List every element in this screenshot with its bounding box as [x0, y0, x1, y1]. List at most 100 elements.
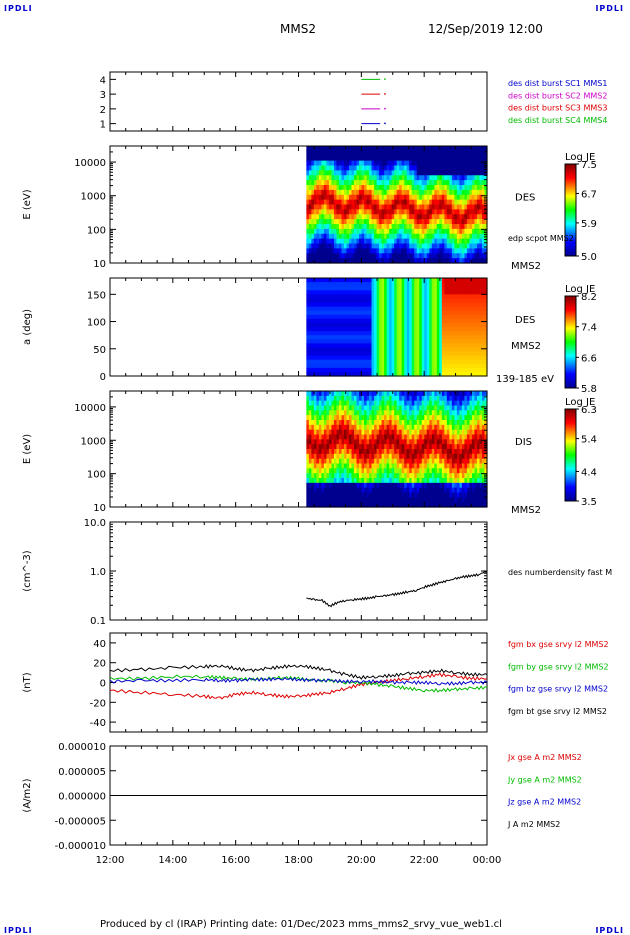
heatmap-cell — [431, 395, 435, 402]
heatmap-cell — [461, 180, 466, 186]
heatmap-cell — [451, 434, 455, 440]
heatmap-cell — [346, 400, 350, 407]
heatmap-cell — [449, 487, 453, 494]
heatmap-cell — [461, 228, 466, 235]
heatmap-cell — [333, 420, 338, 426]
heatmap-cell — [321, 290, 325, 295]
heatmap-cell — [341, 258, 345, 264]
heatmap-cell — [469, 335, 473, 340]
heatmap-cell — [354, 224, 358, 230]
heatmap-cell — [396, 482, 400, 489]
heatmap-cell — [439, 463, 443, 469]
heatmap-cell — [406, 343, 410, 349]
heatmap-cell — [346, 224, 350, 230]
heatmap-cell — [351, 371, 355, 377]
heatmap-cell — [401, 290, 405, 295]
heatmap-cell — [361, 238, 365, 245]
heatmap-cell — [326, 395, 330, 402]
heatmap-cell — [371, 180, 375, 186]
heatmap-cell — [374, 165, 378, 171]
heatmap-cell — [446, 170, 450, 176]
heatmap-cell — [328, 468, 333, 474]
heatmap-cell — [451, 248, 455, 254]
heatmap-cell — [343, 444, 348, 450]
heatmap-cell — [308, 343, 312, 349]
heatmap-cell — [328, 204, 333, 210]
heatmap-cell — [384, 286, 388, 291]
heatmap-cell — [416, 439, 420, 445]
heatmap-cell — [464, 343, 468, 349]
heatmap-cell — [439, 429, 443, 436]
heatmap-cell — [308, 434, 312, 440]
heatmap-cell — [479, 363, 483, 369]
heatmap-cell — [469, 314, 473, 320]
heatmap-cell — [459, 468, 463, 474]
heatmap-cell — [371, 482, 375, 489]
heatmap-cell — [333, 214, 338, 220]
heatmap-cell — [394, 165, 398, 171]
heatmap-cell — [456, 219, 461, 225]
heatmap-cell — [356, 478, 360, 484]
heatmap-cell — [411, 463, 415, 469]
heatmap-cell — [476, 282, 481, 287]
heatmap-cell — [381, 199, 385, 206]
heatmap-cell — [351, 248, 355, 254]
heatmap-cell — [346, 410, 350, 416]
heatmap-cell — [444, 478, 448, 484]
heatmap-cell — [333, 410, 338, 416]
heatmap-cell — [379, 415, 383, 421]
heatmap-cell — [406, 189, 410, 196]
heatmap-cell — [464, 185, 468, 191]
heatmap-cell — [311, 243, 315, 249]
heatmap-cell — [446, 343, 450, 349]
heatmap-cell — [451, 170, 455, 176]
heatmap-cell — [454, 214, 458, 220]
heatmap-cell — [364, 395, 368, 402]
heatmap-cell — [401, 294, 405, 300]
heatmap-cell — [364, 194, 368, 201]
heatmap-cell — [411, 335, 415, 340]
heatmap-cell — [421, 359, 425, 365]
heatmap-cell — [333, 363, 338, 369]
heatmap-cell — [404, 318, 408, 324]
heatmap-cell — [419, 415, 423, 421]
heatmap-cell — [419, 327, 423, 332]
heatmap-cell — [381, 282, 385, 287]
heatmap-cell — [361, 318, 365, 324]
heatmap-cell — [394, 492, 398, 498]
heatmap-cell — [399, 453, 403, 460]
heatmap-cell — [389, 204, 393, 210]
heatmap-cell — [349, 458, 353, 465]
heatmap-cell — [384, 233, 388, 240]
heatmap-cell — [444, 359, 448, 365]
heatmap-cell — [318, 278, 323, 283]
heatmap-cell — [374, 233, 378, 240]
heatmap-cell — [476, 322, 481, 328]
heatmap-cell — [343, 185, 348, 191]
heatmap-cell — [321, 439, 325, 445]
heatmap-cell — [394, 482, 398, 489]
heatmap-cell — [366, 367, 370, 373]
heatmap-cell — [371, 327, 375, 332]
heatmap-cell — [411, 424, 415, 431]
heatmap-cell — [446, 429, 450, 436]
heatmap-cell — [323, 391, 328, 397]
heatmap-cell — [354, 310, 358, 316]
heatmap-cell — [364, 282, 368, 287]
heatmap-cell — [454, 248, 458, 254]
heatmap-cell — [308, 180, 312, 186]
heatmap-cell — [336, 395, 340, 402]
heatmap-cell — [459, 165, 463, 171]
heatmap-cell — [386, 478, 390, 484]
heatmap-cell — [389, 458, 393, 465]
heatmap-cell — [321, 434, 325, 440]
heatmap-cell — [361, 180, 365, 186]
heatmap-cell — [306, 286, 310, 291]
heatmap-cell — [323, 224, 328, 230]
heatmap-cell — [323, 228, 328, 235]
heatmap-cell — [396, 199, 400, 206]
heatmap-cell — [446, 371, 450, 377]
heatmap-cell — [451, 314, 455, 320]
heatmap-cell — [464, 468, 468, 474]
heatmap-cell — [386, 146, 390, 152]
